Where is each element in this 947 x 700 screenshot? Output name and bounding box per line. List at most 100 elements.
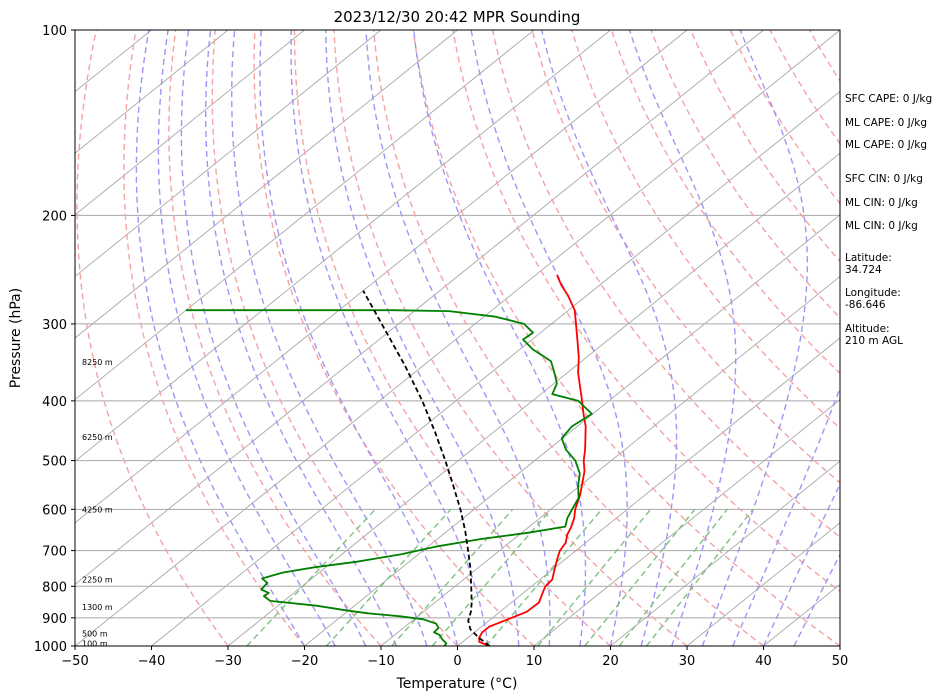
isotherm-line	[75, 30, 382, 277]
moist-adiabat-line	[180, 30, 367, 646]
dry-adiabat-line	[333, 30, 688, 646]
isotherm-line	[75, 30, 764, 585]
mixing-ratio-line	[618, 508, 728, 646]
y-tick-label: 100	[42, 24, 67, 39]
dry-adiabat-line	[123, 30, 306, 646]
isotherm-line	[75, 30, 229, 154]
parcel-trace	[362, 290, 491, 646]
x-tick-label: 10	[526, 654, 543, 669]
dry-adiabat-line	[452, 30, 840, 593]
y-tick-label: 500	[42, 455, 67, 470]
mixing-ratio-line	[246, 508, 376, 646]
height-label: 8250 m	[82, 358, 113, 367]
isotherm-line	[610, 460, 840, 646]
dewpoint-trace	[186, 309, 593, 646]
moist-adiabat-line	[732, 385, 840, 646]
x-tick-label: 50	[832, 654, 849, 669]
y-tick-label: 700	[42, 545, 67, 560]
y-tick-label: 1000	[34, 640, 67, 655]
x-tick-label: 20	[602, 654, 619, 669]
moist-adiabat-line	[628, 30, 737, 646]
chart-title: 2023/12/30 20:42 MPR Sounding	[334, 8, 581, 26]
dry-adiabat-line	[610, 30, 840, 375]
x-tick-label: −40	[138, 654, 165, 669]
height-label: 1300 m	[82, 603, 113, 612]
x-axis-label: Temperature (°C)	[396, 676, 518, 692]
y-tick-label: 800	[42, 580, 67, 595]
dry-adiabat-line	[690, 30, 840, 263]
x-tick-label: −50	[61, 654, 88, 669]
stat-text: SFC CIN: 0 J/kg	[845, 173, 923, 185]
mixing-ratio-line	[391, 508, 514, 646]
isotherm-line	[75, 30, 458, 339]
x-tick-label: −30	[214, 654, 241, 669]
isotherm-line	[151, 91, 840, 646]
moist-adiabat-line	[325, 30, 520, 646]
dry-adiabat-line	[929, 30, 947, 646]
sounding-stats-panel: SFC CAPE: 0 J/kg ML CAPE: 0 J/kg ML CAPE: …	[845, 93, 932, 347]
moist-adiabat-line	[157, 30, 336, 646]
isotherm-line	[75, 30, 688, 524]
stat-text: ML CAPE: 0 J/kg	[845, 117, 927, 129]
dry-adiabat-line	[293, 30, 611, 646]
location-value: -86.646	[845, 299, 886, 311]
stat-text: ML CAPE: 0 J/kg	[845, 139, 927, 151]
dry-adiabat-line	[168, 30, 382, 646]
stat-text: ML CIN: 0 J/kg	[845, 197, 918, 209]
moist-adiabat-line	[259, 30, 459, 646]
y-tick-label: 900	[42, 612, 67, 627]
location-label: Longitude:	[845, 287, 901, 299]
isotherm-line	[227, 152, 840, 646]
background-lines	[75, 30, 947, 646]
x-tick-label: −10	[367, 654, 394, 669]
isotherm-line	[75, 30, 535, 401]
moist-adiabat-line	[205, 30, 397, 646]
x-tick-label: 0	[453, 654, 461, 669]
stat-text: SFC CAPE: 0 J/kg	[845, 93, 932, 105]
height-label: 100 m	[82, 639, 108, 648]
dry-adiabat-line	[211, 30, 459, 646]
x-tick-label: −20	[291, 654, 318, 669]
height-label: 500 m	[82, 629, 108, 638]
dry-adiabat-line	[769, 30, 840, 145]
location-label: Altitude:	[845, 323, 890, 335]
dry-adiabat-line	[253, 30, 535, 646]
location-label: Latitude:	[845, 252, 892, 264]
mixing-ratio-line	[537, 508, 652, 646]
dry-adiabat-line	[412, 30, 840, 646]
y-axis-label: Pressure (hPa)	[8, 288, 24, 388]
moist-adiabat-line	[470, 30, 628, 646]
mixing-ratio-line	[325, 508, 452, 646]
y-axis-ticks: 1000 900 800 700 600 500 400 300 200 100	[34, 24, 75, 655]
x-tick-label: 40	[755, 654, 772, 669]
dry-adiabat-line	[491, 30, 840, 538]
isotherm-line	[686, 522, 840, 646]
y-tick-label: 300	[42, 318, 67, 333]
stat-text: ML CIN: 0 J/kg	[845, 220, 918, 232]
isotherm-line	[75, 30, 305, 216]
x-tick-label: 30	[679, 654, 696, 669]
location-value: 34.724	[845, 264, 882, 276]
dry-adiabat-line	[76, 30, 229, 646]
moist-adiabat-line	[541, 30, 678, 646]
moist-adiabat-line	[701, 30, 808, 646]
y-tick-label: 200	[42, 209, 67, 224]
dry-adiabat-line	[373, 30, 764, 646]
isotherm-line	[304, 214, 840, 646]
dry-adiabat-line	[571, 30, 840, 430]
x-axis-ticks: −50 −40 −30 −20 −10 0 10 20 30 40 50	[61, 646, 848, 669]
y-tick-label: 600	[42, 503, 67, 518]
isotherm-line	[75, 30, 611, 462]
isotherm-line	[533, 399, 840, 646]
moist-adiabat-line	[290, 30, 489, 646]
height-label: 4250 m	[82, 505, 113, 514]
isotherm-line	[380, 275, 840, 646]
height-label: 2250 m	[82, 576, 113, 585]
mixing-ratio-line	[646, 508, 754, 646]
isotherm-line	[75, 30, 840, 646]
location-value: 210 m AGL	[845, 335, 903, 347]
y-tick-label: 400	[42, 395, 67, 410]
height-label: 6250 m	[82, 433, 113, 442]
